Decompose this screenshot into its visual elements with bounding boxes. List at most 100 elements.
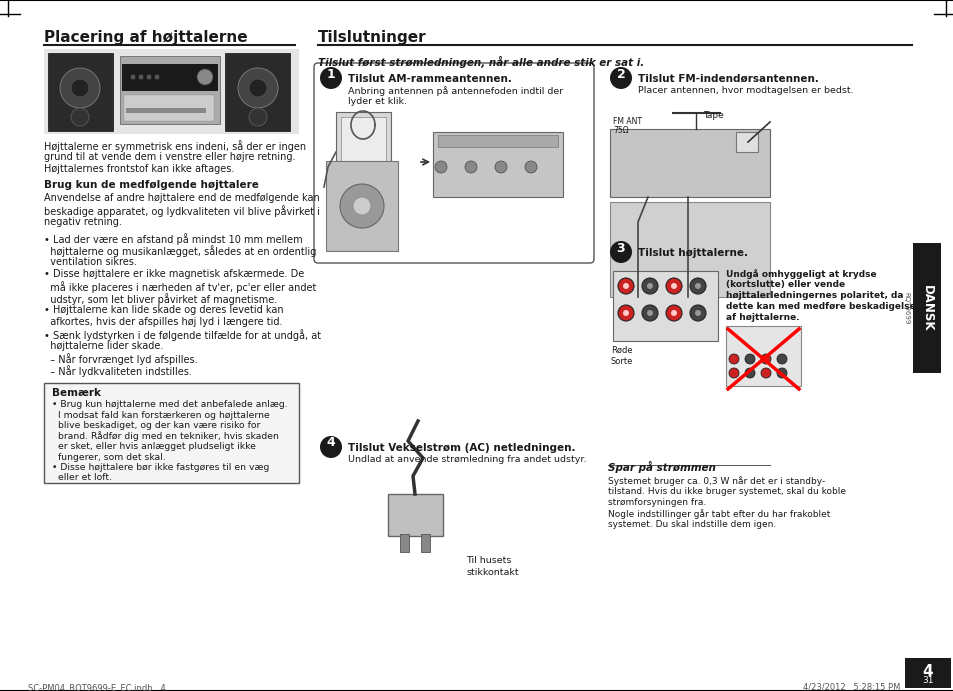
Circle shape — [339, 184, 384, 228]
Bar — [225, 53, 290, 131]
Bar — [420, 534, 430, 552]
Bar — [725, 326, 801, 386]
Text: negativ retning.: negativ retning. — [44, 217, 122, 227]
Text: Højttalerne er symmetrisk ens indeni, så der er ingen: Højttalerne er symmetrisk ens indeni, så… — [44, 140, 306, 152]
Bar — [437, 135, 558, 147]
Circle shape — [665, 278, 681, 294]
Circle shape — [131, 75, 135, 79]
Text: 3: 3 — [616, 241, 624, 254]
Text: Brug kun de medfølgende højttalere: Brug kun de medfølgende højttalere — [44, 180, 258, 190]
Text: Tilslutninger: Tilslutninger — [317, 30, 426, 45]
Text: højttalerne og musikanlægget, således at en ordentlig: højttalerne og musikanlægget, således at… — [44, 245, 316, 257]
Text: beskadige apparatet, og lydkvaliteten vil blive påvirket i: beskadige apparatet, og lydkvaliteten vi… — [44, 205, 319, 217]
Text: SC-PM04_RQT9699-E_EC.indb   4: SC-PM04_RQT9699-E_EC.indb 4 — [28, 683, 166, 691]
Text: • Brug kun højttalerne med det anbefalede anlæg.: • Brug kun højttalerne med det anbefaled… — [52, 400, 287, 409]
Text: brand. Rådfør dig med en tekniker, hvis skaden: brand. Rådfør dig med en tekniker, hvis … — [52, 431, 278, 442]
Bar — [735, 132, 758, 152]
Circle shape — [665, 305, 681, 321]
Text: er sket, eller hvis anlægget pludseligt ikke: er sket, eller hvis anlægget pludseligt … — [52, 442, 255, 451]
Circle shape — [618, 305, 634, 321]
Text: eller et loft.: eller et loft. — [52, 473, 112, 482]
Circle shape — [60, 68, 100, 108]
Circle shape — [760, 354, 770, 364]
Circle shape — [154, 75, 159, 79]
Text: • Sænk lydstyrken i de følgende tilfælde for at undgå, at: • Sænk lydstyrken i de følgende tilfælde… — [44, 329, 321, 341]
Circle shape — [464, 161, 476, 173]
Circle shape — [249, 79, 267, 97]
Text: Tilslut Vekselstrøm (AC) netledningen.: Tilslut Vekselstrøm (AC) netledningen. — [348, 443, 575, 453]
Circle shape — [622, 283, 628, 289]
Text: 4: 4 — [922, 664, 932, 679]
Circle shape — [641, 305, 658, 321]
Text: Tilslut først strømledningen, når alle andre stik er sat i.: Tilslut først strømledningen, når alle a… — [317, 56, 643, 68]
Circle shape — [495, 161, 506, 173]
Circle shape — [728, 368, 739, 378]
Text: 4/23/2012   5:28:15 PM: 4/23/2012 5:28:15 PM — [801, 683, 899, 691]
Bar — [335, 112, 391, 182]
Circle shape — [319, 67, 341, 89]
Bar — [340, 117, 386, 177]
Text: højttalerledningernes polaritet, da: højttalerledningernes polaritet, da — [725, 291, 902, 300]
Text: • Lad der være en afstand på mindst 10 mm mellem: • Lad der være en afstand på mindst 10 m… — [44, 233, 302, 245]
Bar — [433, 132, 562, 197]
Text: Tilslut FM-indendørsantennen.: Tilslut FM-indendørsantennen. — [638, 74, 818, 84]
Bar — [44, 49, 298, 134]
Circle shape — [237, 68, 277, 108]
Text: højttalerne lider skade.: højttalerne lider skade. — [44, 341, 163, 351]
Circle shape — [728, 354, 739, 364]
Text: – Når lydkvaliteten indstilles.: – Når lydkvaliteten indstilles. — [44, 365, 192, 377]
Bar — [609, 129, 769, 197]
Text: • Disse højttalere bør ikke fastgøres til en væg: • Disse højttalere bør ikke fastgøres ti… — [52, 463, 269, 472]
Circle shape — [670, 283, 677, 289]
Text: FM ANT: FM ANT — [613, 117, 641, 126]
Bar — [904, 658, 950, 688]
Circle shape — [689, 305, 705, 321]
Text: Tilslut AM-rammeantennen.: Tilslut AM-rammeantennen. — [348, 74, 512, 84]
Text: RQT9699: RQT9699 — [902, 292, 908, 324]
Text: Tape: Tape — [702, 111, 723, 120]
Bar — [126, 108, 206, 113]
Text: dette kan med medføre beskadigelse: dette kan med medføre beskadigelse — [725, 302, 915, 311]
Circle shape — [695, 283, 700, 289]
Circle shape — [71, 79, 89, 97]
Bar — [44, 383, 298, 483]
Circle shape — [622, 310, 628, 316]
Circle shape — [760, 368, 770, 378]
Circle shape — [609, 67, 631, 89]
Text: udstyr, som let bliver påvirket af magnetisme.: udstyr, som let bliver påvirket af magne… — [44, 293, 277, 305]
Text: 4: 4 — [326, 437, 335, 450]
Bar — [613, 271, 718, 341]
Bar — [609, 202, 769, 297]
Bar — [124, 95, 213, 121]
Text: strømforsyningen fra.: strømforsyningen fra. — [607, 498, 705, 507]
Text: 1: 1 — [326, 68, 335, 80]
Bar — [399, 534, 409, 552]
FancyBboxPatch shape — [314, 63, 594, 263]
Circle shape — [609, 241, 631, 263]
Text: må ikke placeres i nærheden af tv'er, pc'er eller andet: må ikke placeres i nærheden af tv'er, pc… — [44, 281, 316, 293]
Text: Til husets: Til husets — [465, 556, 511, 565]
Text: Placering af højttalerne: Placering af højttalerne — [44, 30, 248, 45]
Circle shape — [776, 368, 786, 378]
Text: Anbring antennen på antennefoden indtil der: Anbring antennen på antennefoden indtil … — [348, 86, 562, 96]
Text: af højttalerne.: af højttalerne. — [725, 313, 799, 322]
Text: Undlad at anvende strømledning fra andet udstyr.: Undlad at anvende strømledning fra andet… — [348, 455, 586, 464]
Text: Tilslut højttalerne.: Tilslut højttalerne. — [638, 248, 747, 258]
Text: lyder et klik.: lyder et klik. — [348, 97, 407, 106]
Text: Anvendelse af andre højttalere end de medfølgende kan: Anvendelse af andre højttalere end de me… — [44, 193, 319, 203]
Circle shape — [641, 278, 658, 294]
Bar — [48, 53, 112, 131]
Circle shape — [695, 310, 700, 316]
Text: systemet. Du skal indstille dem igen.: systemet. Du skal indstille dem igen. — [607, 520, 776, 529]
Circle shape — [776, 354, 786, 364]
Text: tilstand. Hvis du ikke bruger systemet, skal du koble: tilstand. Hvis du ikke bruger systemet, … — [607, 487, 845, 496]
Text: I modsat fald kan forstærkeren og højttalerne: I modsat fald kan forstærkeren og højtta… — [52, 410, 270, 419]
Circle shape — [524, 161, 537, 173]
Circle shape — [138, 75, 143, 79]
Circle shape — [744, 368, 754, 378]
Circle shape — [71, 108, 89, 126]
Circle shape — [744, 354, 754, 364]
Text: 31: 31 — [922, 676, 933, 685]
Text: blive beskadiget, og der kan være risiko for: blive beskadiget, og der kan være risiko… — [52, 421, 260, 430]
Circle shape — [249, 108, 267, 126]
